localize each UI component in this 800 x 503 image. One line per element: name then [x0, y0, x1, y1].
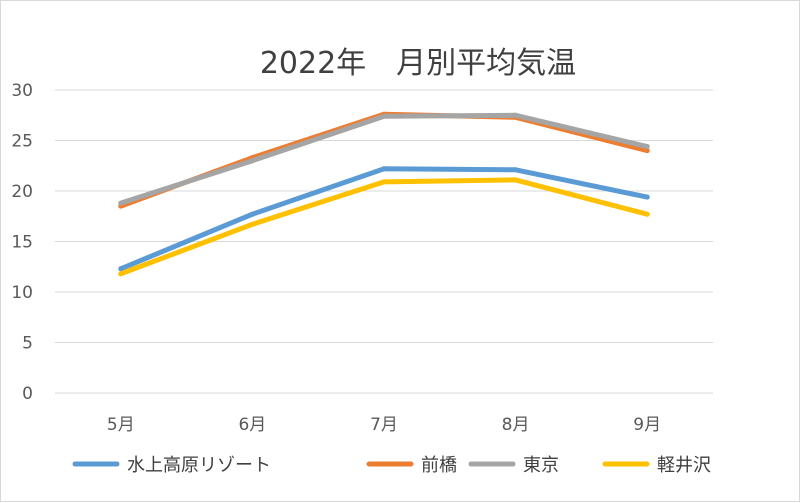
- data-point: [249, 211, 255, 217]
- y-tick-label: 30: [11, 81, 33, 101]
- x-tick-label: 5月: [107, 415, 135, 435]
- data-point: [381, 179, 387, 185]
- x-axis: 5月 6月 7月 8月 9月: [107, 415, 661, 435]
- y-tick-label: 20: [11, 182, 33, 202]
- series-line-2: [118, 112, 650, 206]
- data-point: [644, 144, 650, 150]
- data-point: [644, 211, 650, 217]
- y-tick-label: 5: [22, 334, 33, 354]
- y-tick-label: 0: [22, 384, 33, 404]
- x-tick-label: 9月: [633, 415, 661, 435]
- legend: 水上高原リゾート 前橋 東京 軽井沢: [72, 455, 711, 476]
- legend-label: 水上高原リゾート: [127, 455, 271, 476]
- legend-item-0: 水上高原リゾート: [72, 455, 271, 476]
- y-tick-label: 15: [11, 233, 33, 253]
- data-point: [118, 200, 124, 206]
- y-tick-label: 25: [11, 132, 33, 152]
- legend-item-3: 軽井沢: [602, 455, 711, 476]
- x-tick-label: 8月: [502, 415, 530, 435]
- x-tick-label: 6月: [238, 415, 266, 435]
- data-point: [118, 266, 124, 272]
- y-axis: 0 5 10 15 20 25 30: [11, 81, 33, 404]
- legend-item-2: 東京: [468, 455, 559, 476]
- data-point: [513, 167, 519, 173]
- data-point: [644, 194, 650, 200]
- data-point: [513, 112, 519, 118]
- data-point: [249, 221, 255, 227]
- data-point: [381, 166, 387, 172]
- gridlines: [55, 89, 713, 394]
- legend-label: 前橋: [421, 455, 457, 476]
- legend-label: 東京: [523, 455, 559, 476]
- data-point: [118, 271, 124, 277]
- data-point: [644, 148, 650, 154]
- x-tick-label: 7月: [370, 415, 398, 435]
- series-lines: [118, 111, 650, 277]
- y-tick-label: 10: [11, 283, 33, 303]
- data-point: [381, 113, 387, 119]
- legend-label: 軽井沢: [657, 455, 711, 476]
- data-point: [249, 158, 255, 164]
- chart-title: 2022年 月別平均気温: [260, 46, 576, 81]
- series-line-3: [118, 177, 650, 277]
- legend-item-1: 前橋: [366, 455, 457, 476]
- data-point: [513, 177, 519, 183]
